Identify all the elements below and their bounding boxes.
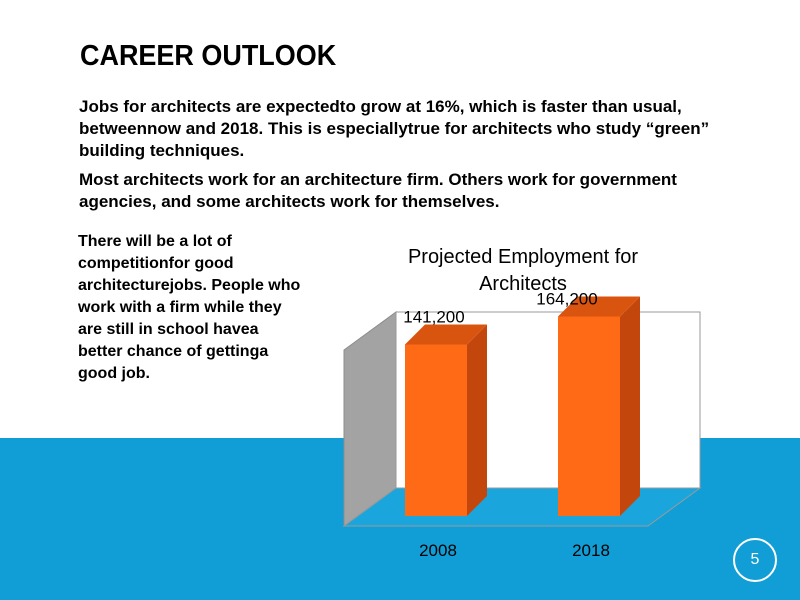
category-label-2018: 2018 — [572, 541, 610, 560]
bar-2018 — [558, 316, 620, 516]
employment-chart: Projected Employment for Architects 141,… — [342, 246, 702, 560]
category-label-2008: 2008 — [419, 541, 457, 560]
chart-title-line-2: Architects — [479, 273, 567, 295]
paragraph-competition: There will be a lot of competitionfor go… — [78, 233, 301, 382]
bar-2008 — [405, 344, 467, 516]
chart-title-line-1: Projected Employment for — [408, 246, 638, 268]
chart-floor — [342, 487, 702, 527]
paragraph-employers: Most architects work for an architecture… — [79, 170, 677, 211]
bar-side-2008 — [467, 324, 487, 516]
page-number-badge: 5 — [733, 538, 777, 582]
data-label-2018: 164,200 — [536, 289, 597, 308]
bar-top-2018 — [558, 296, 640, 317]
paragraph-job-growth: Jobs for architects are expectedto grow … — [79, 97, 710, 160]
bar-top-2008 — [405, 324, 487, 345]
bar-side-2018 — [620, 296, 640, 516]
slide-title: CAREER OUTLOOK — [80, 40, 337, 72]
data-label-2008: 141,200 — [403, 307, 464, 326]
